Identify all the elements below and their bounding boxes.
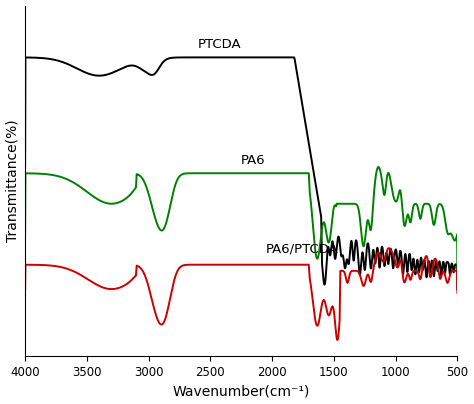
Text: PA6/PTCDA: PA6/PTCDA xyxy=(266,242,339,255)
Text: PA6: PA6 xyxy=(241,154,266,167)
Text: PTCDA: PTCDA xyxy=(198,38,242,51)
Y-axis label: Transmittance(%): Transmittance(%) xyxy=(6,120,19,242)
X-axis label: Wavenumber(cm⁻¹): Wavenumber(cm⁻¹) xyxy=(173,385,310,398)
